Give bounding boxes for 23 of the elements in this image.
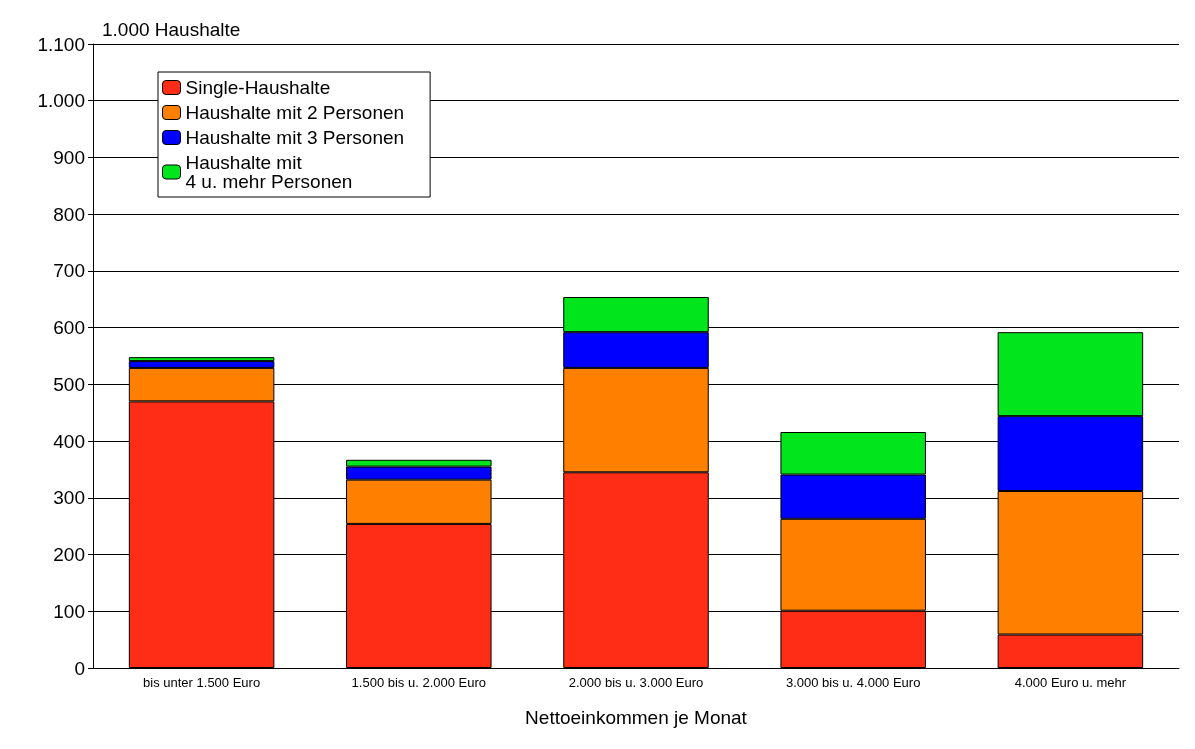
y-tick-label: 0 xyxy=(74,657,85,679)
legend-label: Haushalte mit 2 Personen xyxy=(185,102,405,123)
legend-label: Single-Haushalte xyxy=(185,77,331,98)
x-tick-label: 1.500 bis u. 2.000 Euro xyxy=(351,675,487,690)
y-tick-label: 1.100 xyxy=(37,33,85,55)
legend-label: Haushalte mit 3 Personen xyxy=(185,127,405,148)
y-tick-label: 900 xyxy=(53,146,85,168)
x-axis-title: Nettoeinkommen je Monat xyxy=(525,707,748,728)
y-tick-label: 600 xyxy=(53,317,85,339)
y-tick-label: 300 xyxy=(53,487,85,509)
x-tick-label: bis unter 1.500 Euro xyxy=(143,675,261,690)
y-tick-label: 400 xyxy=(53,430,85,452)
y-tick-label: 100 xyxy=(53,600,85,622)
x-tick-label: 4.000 Euro u. mehr xyxy=(1014,675,1127,690)
y-axis-title: 1.000 Haushalte xyxy=(102,19,241,40)
x-tick-label: 2.000 bis u. 3.000 Euro xyxy=(568,675,704,690)
y-tick-label: 1.000 xyxy=(37,90,85,112)
y-tick-label: 800 xyxy=(53,203,85,225)
y-tick-label: 500 xyxy=(53,373,85,395)
y-tick-label: 200 xyxy=(53,544,85,566)
x-tick-label: 3.000 bis u. 4.000 Euro xyxy=(785,675,921,690)
y-tick-label: 700 xyxy=(53,260,85,282)
legend-label: Haushalte mit 4 u. mehr Personen xyxy=(185,152,353,192)
